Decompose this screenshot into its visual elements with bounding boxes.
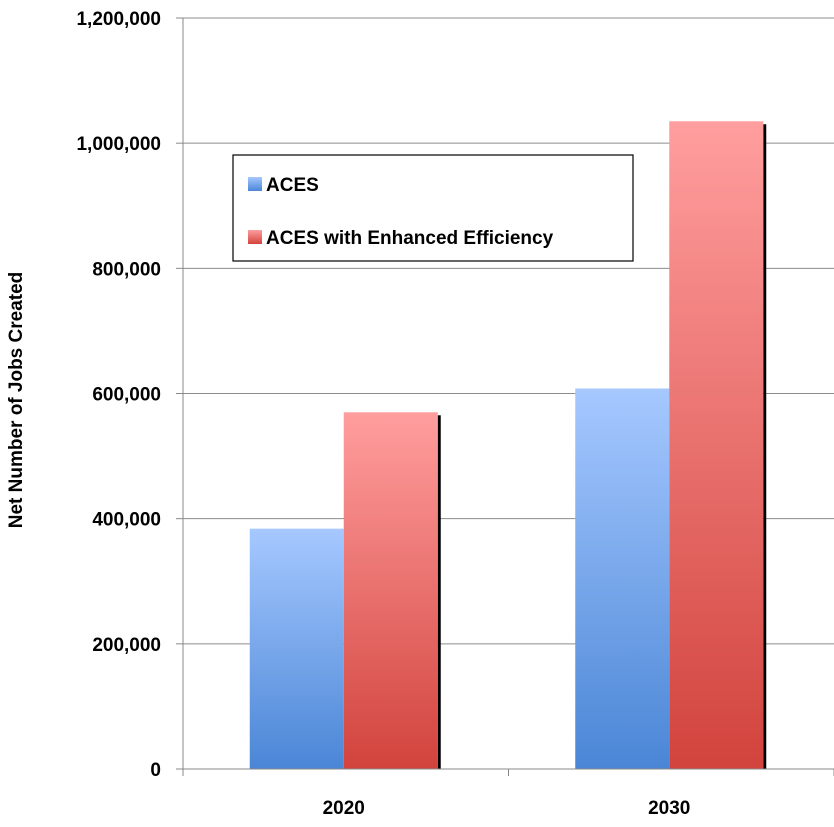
legend-swatch-aces-enhanced [248, 230, 262, 244]
x-tick-label: 2020 [323, 798, 365, 819]
bar-aces-with-enhanced-efficiency-2030 [669, 121, 764, 769]
y-tick-label: 800,000 [92, 259, 161, 280]
x-tick-label: 2030 [648, 798, 690, 819]
legend-box [232, 154, 634, 262]
legend: ACES ACES with Enhanced Efficiency [232, 154, 634, 262]
y-axis-label: Net Number of Jobs Created [6, 272, 27, 529]
y-tick-label: 0 [150, 760, 161, 781]
bar-aces-2030 [575, 388, 670, 769]
legend-label-aces: ACES [266, 175, 319, 196]
y-tick-label: 1,000,000 [76, 134, 161, 155]
y-tick-label: 1,200,000 [76, 9, 161, 30]
bar-aces-with-enhanced-efficiency-2020 [343, 412, 438, 769]
y-tick-label: 600,000 [92, 385, 161, 406]
bar-aces-2020 [249, 528, 344, 769]
bar-shadow [437, 415, 441, 769]
y-tick-label: 400,000 [92, 510, 161, 531]
legend-label-aces-enhanced: ACES with Enhanced Efficiency [266, 228, 554, 249]
x-ticks: 2020 2030 [182, 769, 834, 819]
y-tick-label: 200,000 [92, 635, 161, 656]
bars [249, 121, 767, 769]
y-ticks: 0 200,000 400,000 600,000 800,000 1,000,000 1,… [76, 9, 183, 781]
bar-shadow [763, 124, 767, 769]
legend-swatch-aces [248, 177, 262, 191]
